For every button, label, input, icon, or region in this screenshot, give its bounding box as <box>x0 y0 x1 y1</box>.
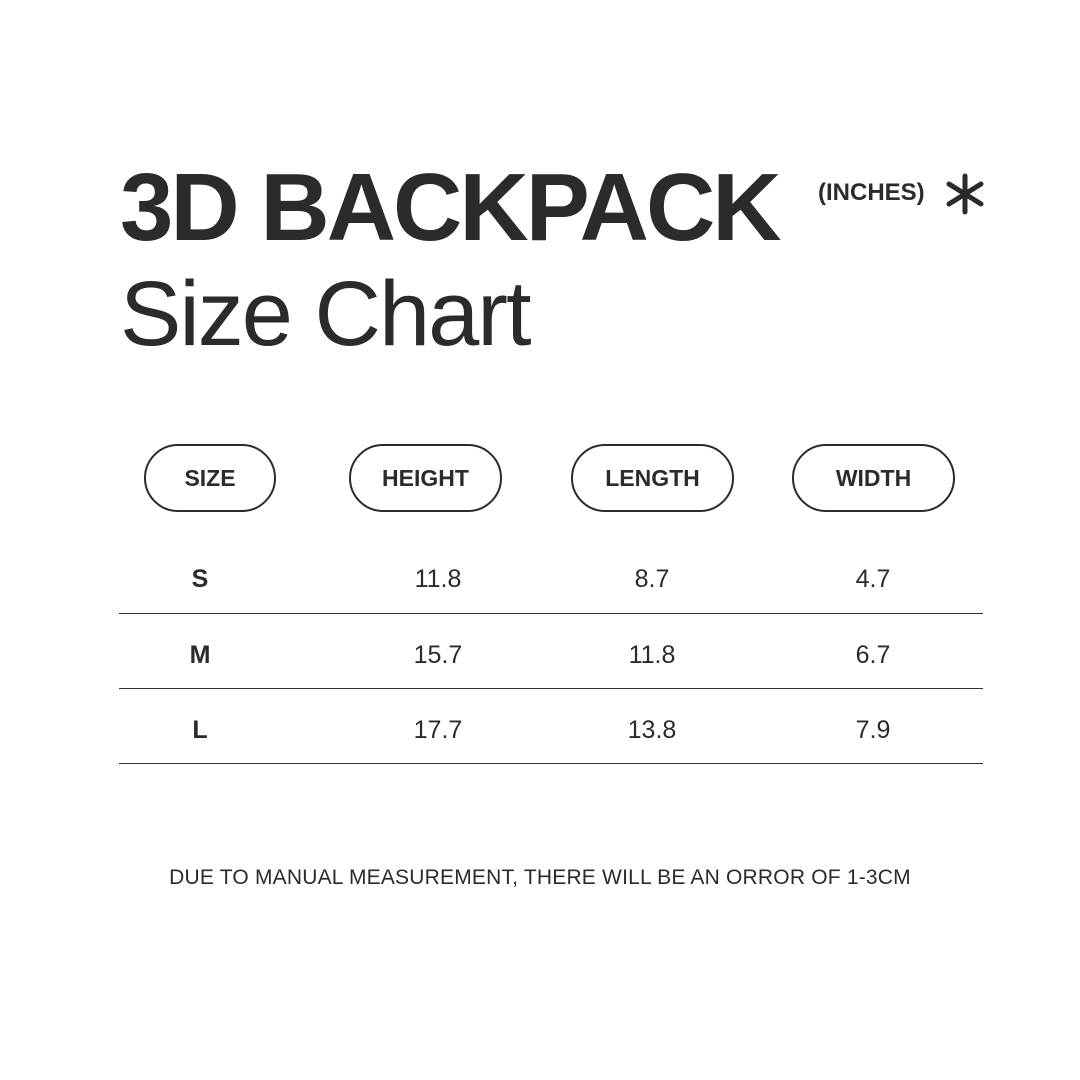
page-subtitle: Size Chart <box>120 263 531 365</box>
row-divider <box>119 763 983 764</box>
column-header-size: SIZE <box>144 444 276 512</box>
cell-height: 17.7 <box>413 716 463 744</box>
row-divider <box>119 613 983 614</box>
cell-length: 13.8 <box>627 716 677 744</box>
column-header-length: LENGTH <box>571 444 734 512</box>
cell-height: 15.7 <box>413 641 463 669</box>
footnote: DUE TO MANUAL MEASUREMENT, THERE WILL BE… <box>169 866 911 889</box>
cell-length: 11.8 <box>628 641 676 669</box>
cell-length: 8.7 <box>634 565 670 593</box>
row-divider <box>119 688 983 689</box>
column-header-width: WIDTH <box>792 444 955 512</box>
cell-size: L <box>192 716 208 744</box>
cell-width: 6.7 <box>855 641 891 669</box>
cell-height: 11.8 <box>414 565 462 593</box>
cell-width: 4.7 <box>855 565 891 593</box>
page-title: 3D BACKPACK <box>120 154 782 261</box>
column-header-height: HEIGHT <box>349 444 502 512</box>
asterisk-icon <box>946 173 984 215</box>
cell-size: M <box>189 641 211 669</box>
cell-width: 7.9 <box>855 716 891 744</box>
unit-label: (INCHES) <box>818 179 925 206</box>
cell-size: S <box>191 565 209 593</box>
